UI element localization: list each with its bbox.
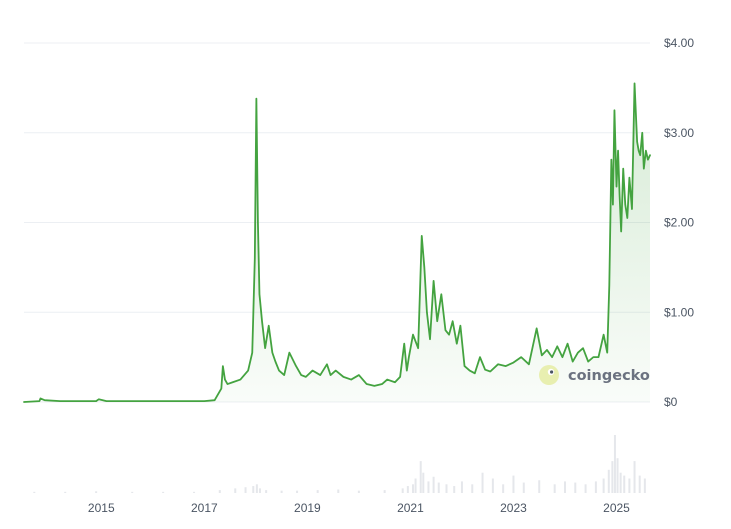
volume-bar xyxy=(95,491,98,493)
volume-bar xyxy=(414,478,417,493)
y-axis: $0 $1.00 $2.00 $3.00 $4.00 xyxy=(664,36,694,409)
x-tick-label: 2019 xyxy=(294,501,321,515)
volume-bar xyxy=(64,491,67,493)
y-tick-label: $1.00 xyxy=(664,305,694,319)
volume-bar xyxy=(162,491,165,493)
volume-bar xyxy=(628,478,631,493)
volume-bar xyxy=(422,472,425,493)
coingecko-gecko-icon xyxy=(539,365,559,385)
coingecko-watermark: coingecko xyxy=(539,365,650,385)
volume-bar xyxy=(432,476,435,493)
x-axis: 2015 2017 2019 2021 2023 2025 xyxy=(88,501,630,515)
volume-bar xyxy=(437,482,440,493)
volume-bar xyxy=(244,487,247,493)
volume-bar xyxy=(131,491,134,493)
x-tick-label: 2017 xyxy=(191,501,218,515)
volume-bar xyxy=(258,488,261,493)
volume-bar xyxy=(252,486,255,493)
volume-bar xyxy=(538,480,541,493)
volume-bar xyxy=(337,489,340,493)
volume-bar xyxy=(616,458,619,493)
volume-bar xyxy=(265,490,268,493)
volume-bar xyxy=(357,490,360,493)
y-tick-label: $2.00 xyxy=(664,216,694,230)
y-tick-label: $3.00 xyxy=(664,126,694,140)
volume-bar xyxy=(502,484,505,493)
coingecko-pupil-icon xyxy=(550,370,554,374)
x-tick-label: 2025 xyxy=(603,501,630,515)
volume-bar xyxy=(453,486,456,493)
price-area xyxy=(24,83,650,402)
volume-bar xyxy=(623,475,626,493)
volume-bar xyxy=(574,482,577,493)
volume-bar xyxy=(234,488,237,493)
volume-bar xyxy=(594,481,597,493)
volume-bar xyxy=(316,490,319,493)
volume-bar xyxy=(218,490,221,493)
volume-bar xyxy=(406,486,409,493)
volume-bar xyxy=(613,435,616,493)
volume-bar xyxy=(411,484,414,493)
volume-bar xyxy=(419,461,422,493)
volume-bar xyxy=(611,461,614,493)
volume-bar xyxy=(512,475,515,493)
x-tick-label: 2021 xyxy=(397,501,424,515)
volume-bar xyxy=(563,481,566,493)
volume-bar xyxy=(619,472,622,493)
volume-bar xyxy=(255,484,258,493)
volume-bar xyxy=(471,484,474,493)
volume-bar xyxy=(445,484,448,493)
price-line xyxy=(23,82,651,403)
volume-bar xyxy=(491,478,494,493)
volume-bar xyxy=(602,478,605,493)
volume-bar xyxy=(633,461,636,493)
y-tick-label: $0 xyxy=(664,395,678,409)
volume-bars xyxy=(33,435,646,493)
x-tick-label: 2015 xyxy=(88,501,115,515)
watermark-text: coingecko xyxy=(568,368,650,384)
y-tick-label: $4.00 xyxy=(664,36,694,50)
volume-bar xyxy=(280,490,283,493)
volume-bar xyxy=(33,491,36,493)
volume-bar xyxy=(638,475,641,493)
volume-bar xyxy=(383,490,386,493)
x-tick-label: 2023 xyxy=(500,501,527,515)
volume-bar xyxy=(522,482,525,493)
volume-bar xyxy=(427,481,430,493)
volume-bar xyxy=(193,491,196,493)
volume-bar xyxy=(584,484,587,493)
volume-bar xyxy=(481,472,484,493)
volume-bar xyxy=(553,484,556,493)
volume-bar xyxy=(296,490,299,493)
volume-bar xyxy=(460,481,463,493)
volume-bar xyxy=(607,469,610,493)
volume-bar xyxy=(401,488,404,493)
price-series-line xyxy=(23,82,651,403)
volume-bar xyxy=(643,478,646,493)
price-area-fill xyxy=(24,83,650,402)
